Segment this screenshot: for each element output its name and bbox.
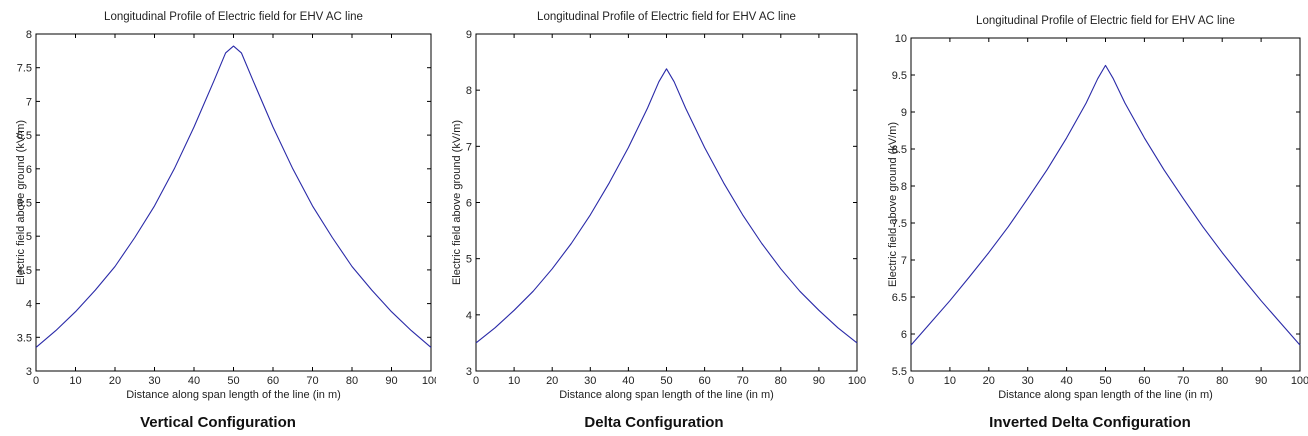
chart-svg: Longitudinal Profile of Electric field f… — [887, 15, 1308, 401]
y-tick-label: 6 — [901, 329, 907, 341]
series-line — [910, 64, 1301, 346]
y-axis-label: Electric field above ground (kV/m) — [15, 120, 27, 285]
y-tick-label: 10 — [895, 33, 907, 45]
x-tick-label: 50 — [660, 375, 672, 387]
x-tick-label: 40 — [1060, 375, 1072, 387]
x-axis-label: Distance along span length of the line (… — [126, 389, 341, 401]
chart-panel-delta: Longitudinal Profile of Electric field f… — [436, 0, 872, 436]
series-line — [475, 68, 858, 344]
x-tick-label: 40 — [622, 375, 634, 387]
chart-caption: Delta Configuration — [584, 414, 724, 431]
plot-frame — [475, 33, 858, 372]
x-tick-label: 80 — [775, 375, 787, 387]
y-tick-label: 8 — [26, 29, 32, 41]
x-tick-label: 90 — [813, 375, 825, 387]
x-tick-label: 80 — [1216, 375, 1228, 387]
y-axis-label: Electric field above ground (kV/m) — [451, 120, 463, 285]
x-tick-label: 60 — [267, 375, 279, 387]
y-tick-label: 5 — [466, 254, 472, 266]
x-tick-label: 100 — [422, 375, 436, 387]
y-tick-label: 7 — [466, 141, 472, 153]
y-tick-label: 3 — [466, 366, 472, 378]
x-tick-label: 0 — [33, 375, 39, 387]
x-tick-label: 0 — [908, 375, 914, 387]
y-tick-label: 9 — [901, 107, 907, 119]
y-tick-label: 7.5 — [892, 218, 907, 230]
chart-caption: Inverted Delta Configuration — [989, 414, 1191, 431]
x-tick-label: 90 — [385, 375, 397, 387]
y-tick-label: 9 — [466, 29, 472, 41]
x-tick-label: 100 — [1291, 375, 1308, 387]
chart-panel-vertical: Longitudinal Profile of Electric field f… — [0, 0, 436, 436]
x-axis-label: Distance along span length of the line (… — [998, 389, 1213, 401]
x-tick-label: 80 — [346, 375, 358, 387]
x-axis-label: Distance along span length of the line (… — [559, 389, 774, 401]
y-axis-label: Electric field above ground (kV/m) — [887, 122, 899, 287]
x-tick-label: 70 — [737, 375, 749, 387]
x-tick-label: 10 — [69, 375, 81, 387]
chart-svg: Longitudinal Profile of Electric field f… — [451, 11, 866, 401]
series-line — [35, 45, 432, 348]
x-tick-label: 70 — [1177, 375, 1189, 387]
y-tick-label: 7 — [901, 255, 907, 267]
x-tick-label: 60 — [698, 375, 710, 387]
x-tick-label: 50 — [1099, 375, 1111, 387]
y-tick-label: 3.5 — [17, 332, 32, 344]
x-tick-label: 0 — [473, 375, 479, 387]
y-tick-label: 5.5 — [17, 198, 32, 210]
y-tick-label: 4 — [466, 310, 472, 322]
chart-caption: Vertical Configuration — [140, 414, 296, 431]
y-tick-label: 8 — [901, 181, 907, 193]
chart-panel-inverted-delta: Longitudinal Profile of Electric field f… — [872, 0, 1308, 436]
y-tick-label: 7 — [26, 96, 32, 108]
x-tick-label: 30 — [1022, 375, 1034, 387]
x-tick-label: 30 — [148, 375, 160, 387]
x-tick-label: 20 — [546, 375, 558, 387]
x-tick-label: 20 — [109, 375, 121, 387]
x-tick-label: 10 — [508, 375, 520, 387]
y-tick-label: 5 — [26, 231, 32, 243]
chart-title: Longitudinal Profile of Electric field f… — [976, 15, 1235, 27]
y-tick-label: 9.5 — [892, 70, 907, 82]
x-tick-label: 40 — [188, 375, 200, 387]
y-tick-label: 6.5 — [892, 292, 907, 304]
chart-svg: Longitudinal Profile of Electric field f… — [15, 11, 436, 401]
y-tick-label: 3 — [26, 366, 32, 378]
plot-frame — [35, 33, 432, 372]
y-tick-label: 4.5 — [17, 265, 32, 277]
y-tick-label: 8.5 — [892, 144, 907, 156]
plot-frame — [910, 37, 1301, 372]
x-tick-label: 90 — [1255, 375, 1267, 387]
y-tick-label: 6 — [26, 164, 32, 176]
y-tick-label: 6 — [466, 198, 472, 210]
x-tick-label: 20 — [983, 375, 995, 387]
x-tick-label: 50 — [227, 375, 239, 387]
x-tick-label: 60 — [1138, 375, 1150, 387]
y-tick-label: 6.5 — [17, 130, 32, 142]
y-tick-label: 8 — [466, 85, 472, 97]
chart-title: Longitudinal Profile of Electric field f… — [104, 11, 363, 23]
y-tick-label: 7.5 — [17, 63, 32, 75]
chart-title: Longitudinal Profile of Electric field f… — [537, 11, 796, 23]
y-tick-label: 5.5 — [892, 366, 907, 378]
x-tick-label: 100 — [848, 375, 866, 387]
x-tick-label: 30 — [584, 375, 596, 387]
x-tick-label: 70 — [306, 375, 318, 387]
y-tick-label: 4 — [26, 299, 32, 311]
x-tick-label: 10 — [944, 375, 956, 387]
